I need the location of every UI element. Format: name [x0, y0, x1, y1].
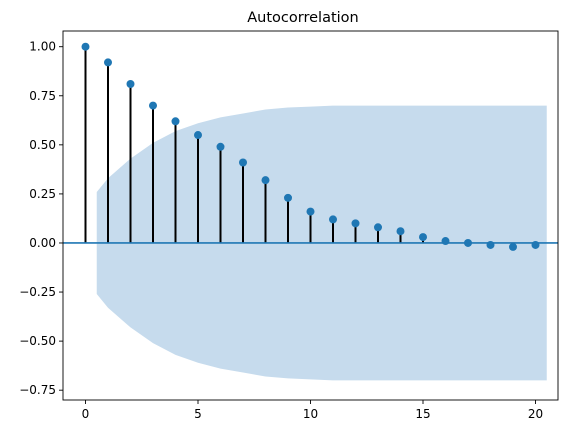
acf-point — [194, 131, 202, 140]
acf-point — [261, 176, 270, 185]
acf-point — [104, 58, 112, 67]
y-tick-label: 1.00 — [29, 40, 56, 54]
marker-layer — [81, 42, 540, 251]
acf-point — [81, 42, 90, 51]
y-tick-label: 0.00 — [29, 236, 56, 250]
x-tick-label: 15 — [415, 407, 430, 421]
acf-point — [171, 117, 180, 126]
x-tick-label: 10 — [303, 407, 318, 421]
acf-point — [396, 227, 405, 236]
acf-point — [464, 238, 472, 247]
x-tick-label: 0 — [82, 407, 90, 421]
acf-point — [441, 237, 450, 246]
y-tick-label: 0.50 — [29, 138, 56, 152]
acf-point — [284, 193, 292, 202]
acf-point — [531, 240, 540, 249]
acf-point — [509, 242, 517, 251]
acf-point — [239, 158, 247, 167]
acf-point — [306, 207, 315, 216]
x-tick-label: 5 — [194, 407, 202, 421]
acf-point — [329, 215, 337, 224]
y-tick-label: 0.25 — [29, 187, 56, 201]
y-tick-label: −0.75 — [19, 383, 56, 397]
acf-point — [216, 142, 225, 151]
acf-point — [419, 233, 427, 242]
acf-point — [374, 223, 382, 232]
acf-point — [149, 101, 157, 110]
y-tick-label: −0.50 — [19, 334, 56, 348]
x-tick-label: 20 — [528, 407, 543, 421]
y-tick-label: −0.25 — [19, 285, 56, 299]
chart-title: Autocorrelation — [247, 10, 358, 26]
axes-layer: 0 5 10 15 20 1.00 0.75 0.50 0.25 0.00 −0.25 −0.50 −0… — [19, 30, 559, 421]
acf-point — [351, 219, 360, 228]
acf-point — [126, 79, 135, 88]
acf-point — [486, 240, 495, 249]
y-tick-label: 0.75 — [29, 89, 56, 103]
